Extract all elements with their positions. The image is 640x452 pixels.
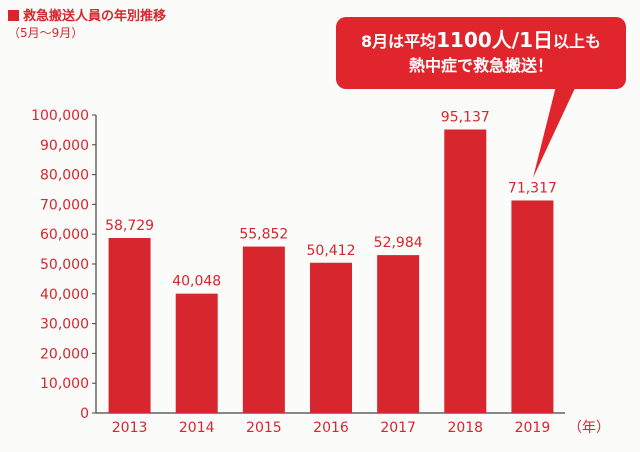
callout-line1-big: 1100人/1日 (436, 28, 553, 52)
y-tick-label: 30,000 (40, 317, 89, 333)
x-tick-label: 2019 (515, 420, 551, 436)
x-tick-label: 2015 (246, 420, 282, 436)
chart-legend: 救急搬送人員の年別推移 （5月～9月） (8, 8, 166, 42)
bar (377, 255, 420, 413)
callout-line1-post: 以上も (553, 32, 602, 51)
x-tick-label: 2018 (447, 420, 483, 436)
bar (444, 129, 487, 413)
bar (108, 237, 151, 413)
y-tick-label: 70,000 (40, 197, 89, 213)
callout-box: 8月は平均1100人/1日以上も 熱中症で救急搬送！ (336, 17, 626, 89)
x-unit-label: （年） (568, 420, 610, 436)
bar-value-label: 50,412 (307, 243, 356, 259)
chart-title: 救急搬送人員の年別推移 (23, 9, 167, 24)
x-tick-label: 2014 (179, 420, 215, 436)
bar (511, 200, 554, 413)
y-tick-label: 40,000 (40, 287, 89, 303)
y-tick-label: 60,000 (40, 227, 89, 243)
callout-line-1: 8月は平均1100人/1日以上も (336, 28, 626, 54)
y-tick-label: 20,000 (40, 346, 89, 362)
bar (310, 262, 352, 413)
callout-line-2: 熱中症で救急搬送！ (408, 56, 553, 75)
bar (175, 293, 218, 413)
y-tick-label: 50,000 (40, 257, 89, 273)
bar-value-label: 55,852 (239, 227, 288, 243)
y-tick-label: 0 (80, 406, 89, 422)
callout-pointer (533, 86, 576, 178)
y-tick-label: 10,000 (40, 376, 89, 392)
x-tick-label: 2016 (313, 420, 349, 436)
chart-subtitle: （5月～9月） (8, 26, 84, 40)
legend-square-icon (8, 10, 19, 21)
x-tick-label: 2017 (380, 420, 416, 436)
bar-value-label: 95,137 (441, 109, 490, 125)
bar-value-label: 71,317 (508, 180, 557, 196)
y-tick-label: 90,000 (40, 138, 89, 154)
x-tick-label: 2013 (112, 420, 148, 436)
bar-value-label: 58,729 (105, 218, 154, 234)
bar-value-label: 40,048 (172, 274, 221, 290)
y-tick-label: 100,000 (31, 108, 89, 124)
callout-line1-pre: 8月は平均 (360, 32, 437, 51)
y-tick-label: 80,000 (40, 168, 89, 184)
bar-value-label: 52,984 (374, 235, 423, 251)
bar (242, 246, 285, 413)
